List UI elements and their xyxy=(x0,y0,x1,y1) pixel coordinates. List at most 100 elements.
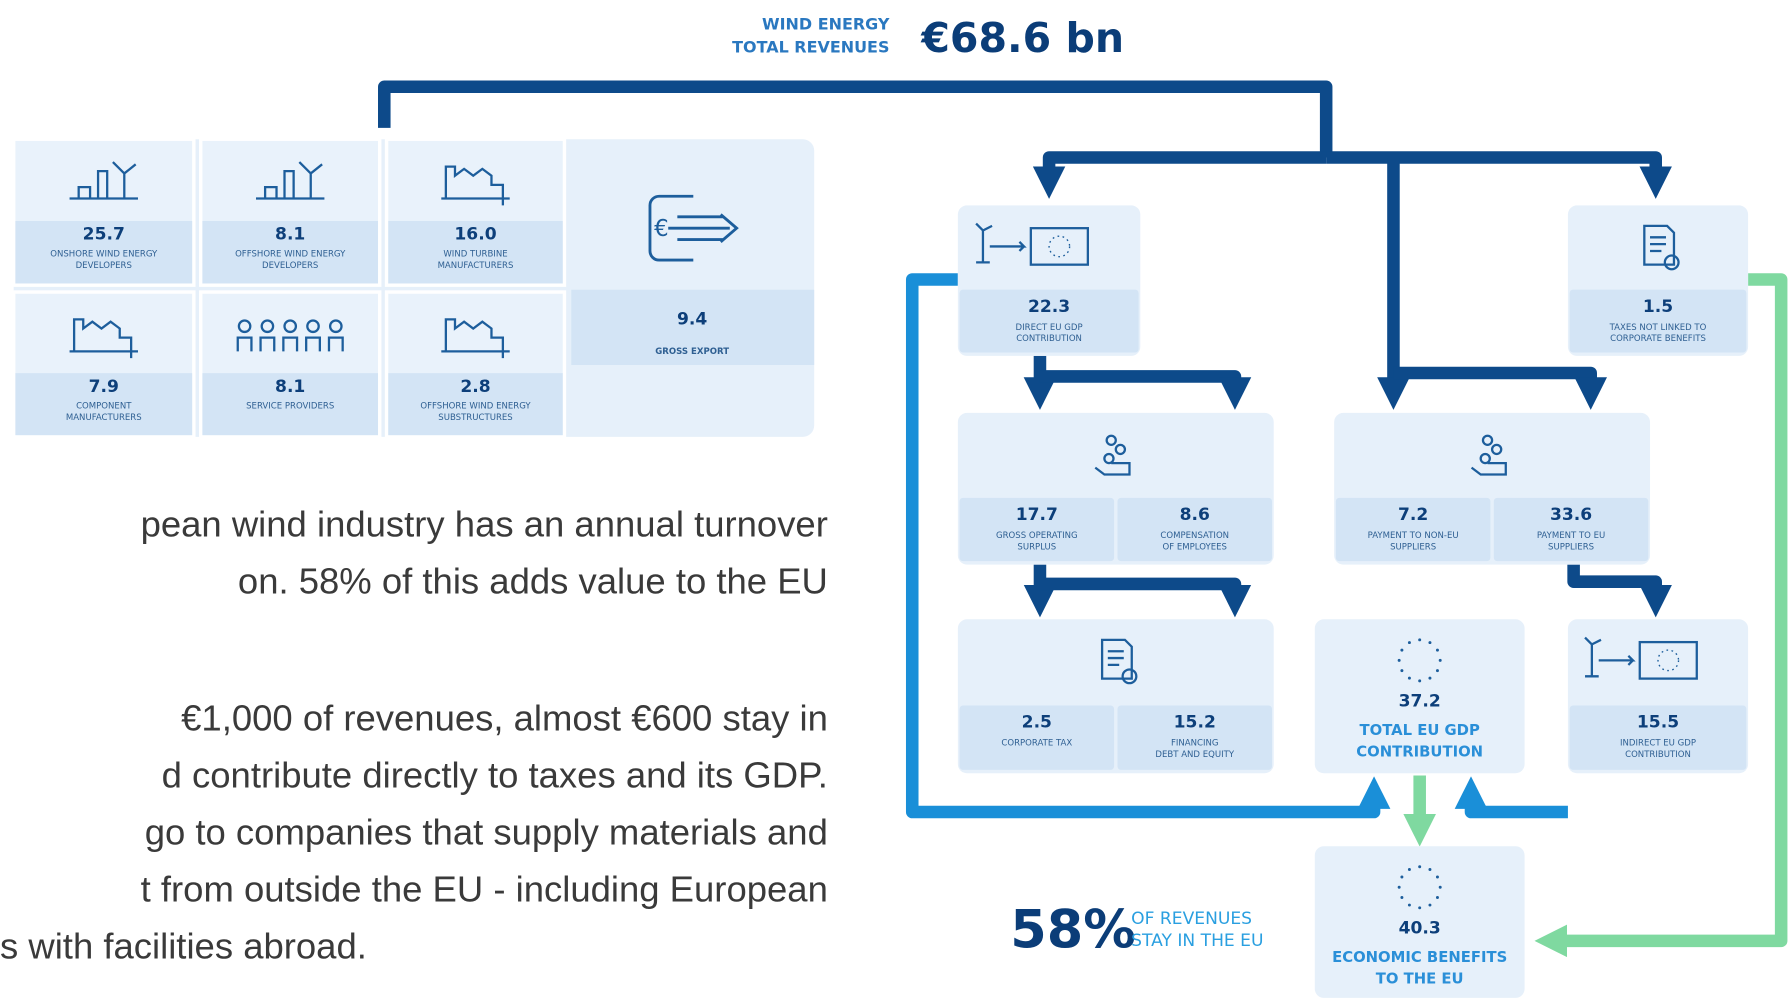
header-label: WIND ENERGY xyxy=(762,15,890,34)
revenue-label: DEVELOPERS xyxy=(262,261,318,271)
flow-band xyxy=(1117,497,1273,562)
icon-part xyxy=(1479,452,1491,465)
icon-part xyxy=(1470,461,1507,476)
icon-part xyxy=(1428,868,1432,871)
icon xyxy=(255,161,325,200)
icon-part xyxy=(1407,676,1411,680)
flow-label: CONTRIBUTION xyxy=(1625,750,1691,760)
icon-part xyxy=(1103,452,1115,465)
flow-band xyxy=(1493,497,1649,562)
icon-part xyxy=(1428,676,1432,680)
flow-label: DEBT AND EQUITY xyxy=(1155,750,1234,760)
flow-band xyxy=(959,497,1115,562)
header-total: €68.6 bn xyxy=(920,14,1124,62)
flow-label: PAYMENT TO EU xyxy=(1537,531,1605,541)
icon-part xyxy=(1094,461,1131,476)
icon-part xyxy=(69,318,138,359)
revenue-value: 25.7 xyxy=(83,225,125,245)
paragraph-line: s with facilities abroad. xyxy=(0,925,367,966)
revenue-value: 8.1 xyxy=(275,225,305,245)
flow-value: 15.5 xyxy=(1637,713,1679,733)
flow-label: TO THE EU xyxy=(1376,971,1464,988)
flow-label: PAYMENT TO NON-EU xyxy=(1368,531,1459,541)
revenue-label: WIND TURBINE xyxy=(443,250,507,260)
flow-band xyxy=(1117,705,1273,770)
icon xyxy=(1584,636,1698,680)
icon xyxy=(236,319,344,352)
revenue-label: MANUFACTURERS xyxy=(438,261,514,271)
flow-label: CONTRIBUTION xyxy=(1356,744,1483,761)
revenue-label: MANUFACTURERS xyxy=(66,413,142,423)
icon-part xyxy=(283,319,298,334)
connectors xyxy=(378,80,1788,958)
paragraph-line: t from outside the EU - including Europe… xyxy=(141,868,828,909)
icon-part xyxy=(1435,669,1439,673)
icon-part xyxy=(1100,638,1133,680)
flow-label: ECONOMIC BENEFITS xyxy=(1332,949,1507,966)
paragraph-line: pean wind industry has an annual turnove… xyxy=(141,504,828,545)
icon-part xyxy=(255,161,325,200)
icon-part xyxy=(1428,641,1432,645)
flow-label: SUPPLIERS xyxy=(1390,542,1436,552)
icon-part xyxy=(1400,896,1404,900)
icon-part xyxy=(259,336,276,352)
icon-part xyxy=(1418,638,1422,642)
icon-part xyxy=(1435,896,1439,900)
flow-box xyxy=(1314,619,1525,774)
flow-label: SUPPLIERS xyxy=(1548,542,1594,552)
flow-label: DIRECT EU GDP xyxy=(1016,323,1083,333)
icon-part xyxy=(648,194,739,262)
icon-part xyxy=(1121,668,1138,685)
flow-label: GROSS OPERATING xyxy=(996,531,1078,541)
icon-part xyxy=(1105,434,1117,446)
icon-part xyxy=(260,319,275,334)
revenue-label: COMPONENT xyxy=(76,402,132,412)
flow-label: SURPLUS xyxy=(1017,542,1056,552)
icon-part xyxy=(1418,865,1422,869)
flow-label: CONTRIBUTION xyxy=(1016,334,1082,344)
icon-part xyxy=(328,319,343,334)
icon-part xyxy=(1400,648,1404,652)
icon-part xyxy=(1481,434,1494,446)
flow-label: CORPORATE TAX xyxy=(1001,739,1072,749)
icon-part xyxy=(306,319,320,334)
icon-part xyxy=(1400,669,1404,673)
icon-part xyxy=(1438,658,1442,662)
revenue-cell-band xyxy=(202,220,379,284)
revenue-label: OFFSHORE WIND ENERGY xyxy=(235,250,346,260)
icon-part xyxy=(1490,443,1503,456)
flow-box xyxy=(1314,846,1525,998)
paragraph-line: on. 58% of this adds value to the EU xyxy=(238,561,828,602)
flow-value: 15.2 xyxy=(1174,713,1216,733)
icon-part xyxy=(1584,636,1636,678)
flow-label: INDIRECT EU GDP xyxy=(1620,739,1696,749)
icon-part xyxy=(282,336,299,352)
icon-part xyxy=(327,336,344,352)
icon-part: € xyxy=(654,216,669,242)
flow-band xyxy=(1335,497,1491,562)
icon-part xyxy=(1407,868,1411,871)
icon xyxy=(1470,434,1507,476)
flow-value: 7.2 xyxy=(1398,505,1428,525)
icon-part xyxy=(1400,875,1404,879)
icon-part xyxy=(441,165,510,206)
icon xyxy=(1397,638,1442,683)
flow-value: 2.5 xyxy=(1022,713,1052,733)
icon-part xyxy=(1029,227,1089,266)
icon xyxy=(1397,865,1442,910)
icon xyxy=(69,318,138,359)
icon xyxy=(69,161,138,200)
icon-part xyxy=(69,161,138,200)
export-label: GROSS EXPORT xyxy=(655,347,729,357)
icon xyxy=(441,165,510,206)
share-value: 58% xyxy=(1010,900,1136,961)
icon-part xyxy=(1643,224,1676,266)
revenue-cell-band xyxy=(388,373,563,436)
icon-part xyxy=(1114,443,1127,456)
icon xyxy=(1643,224,1680,271)
icon-part xyxy=(1435,648,1439,652)
flow-label: TAXES NOT LINKED TO xyxy=(1609,323,1707,333)
icon-part xyxy=(1663,254,1680,271)
flow-label: OF EMPLOYEES xyxy=(1163,542,1227,552)
icon-part xyxy=(1418,906,1422,910)
